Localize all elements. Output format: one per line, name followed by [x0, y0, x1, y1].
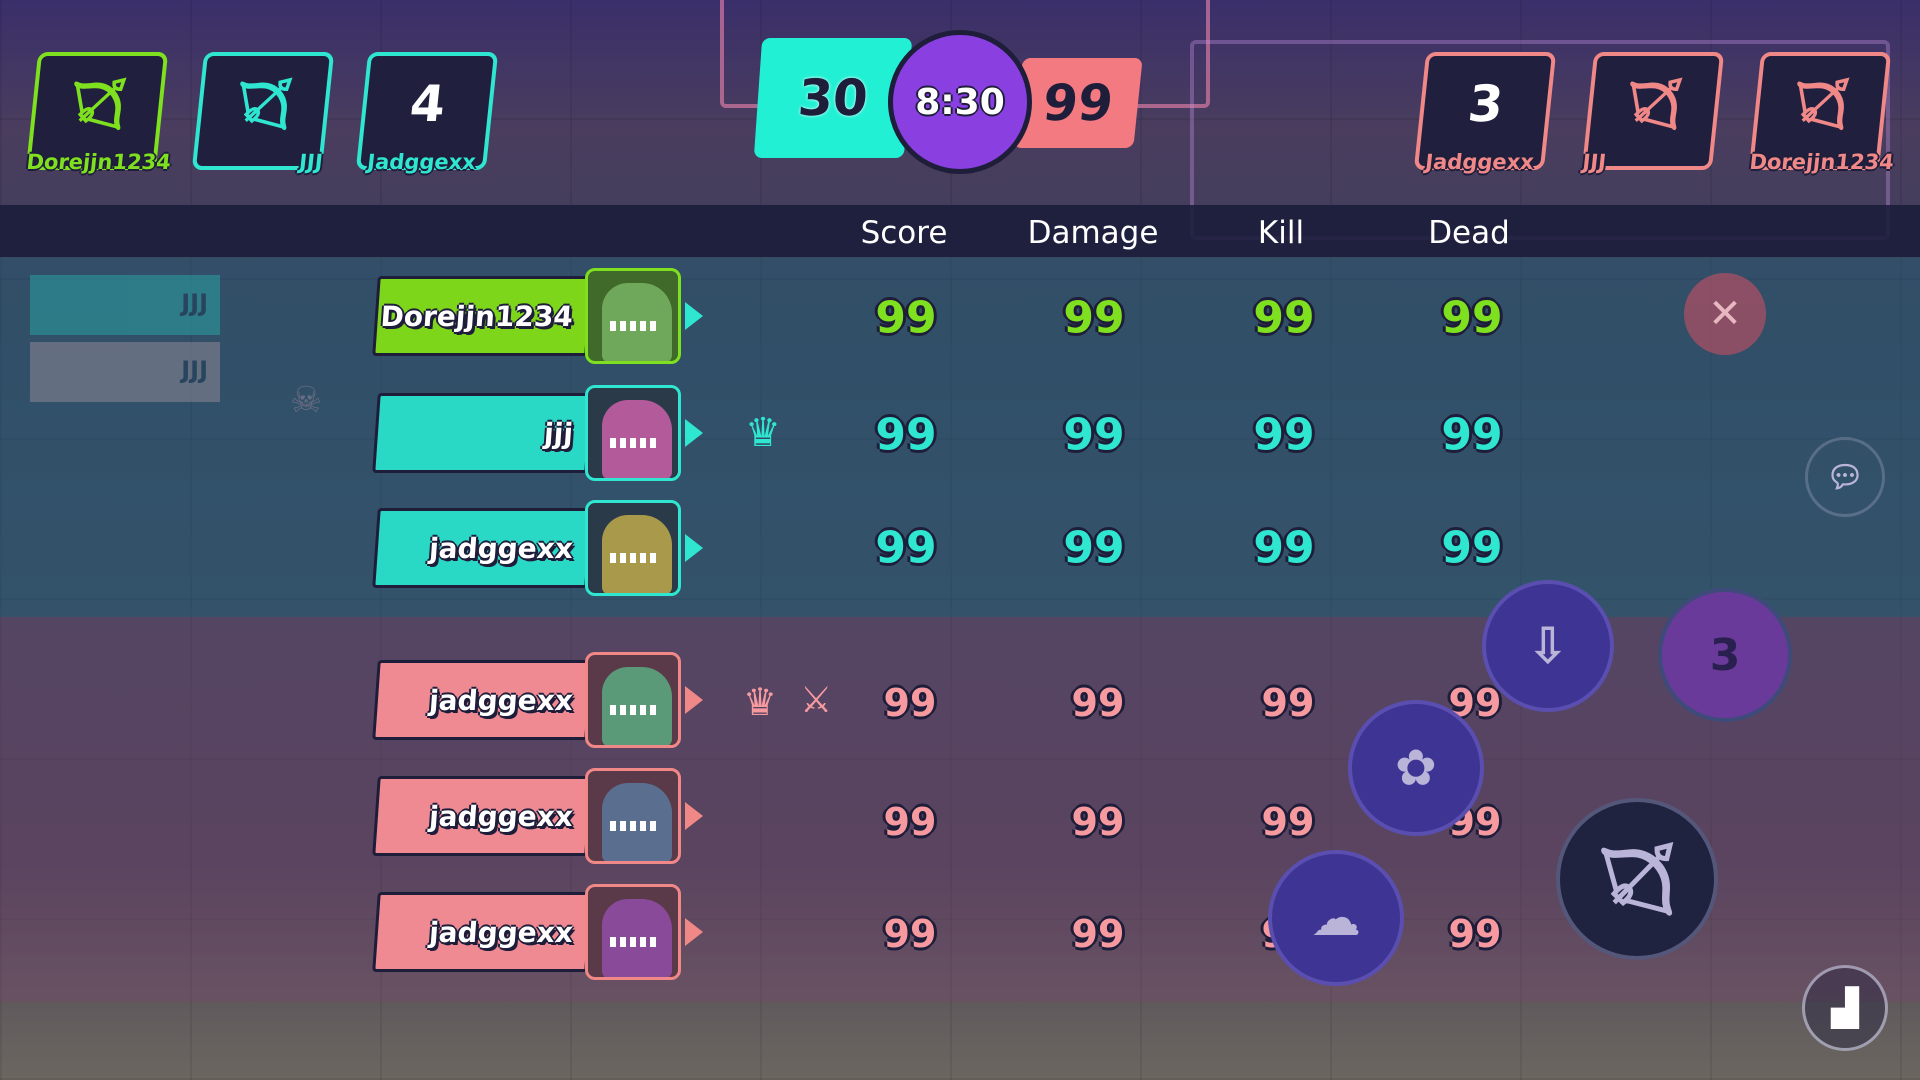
player-row[interactable]: jadggexx	[372, 500, 705, 596]
top-card-enemy: 3 Jadggexx	[1413, 52, 1557, 174]
stat-score: 99	[875, 409, 937, 461]
stat-damage: 99	[1063, 522, 1125, 574]
arrow-icon	[685, 686, 703, 714]
header-score: Score	[860, 215, 948, 251]
team-blue-section	[0, 257, 1920, 617]
stats-icon[interactable]: ▟	[1802, 965, 1888, 1051]
skill-charge-button[interactable]: 3	[1658, 588, 1792, 722]
avatar	[585, 768, 681, 864]
stat-score: 99	[875, 292, 937, 344]
skull-icon: ☠	[290, 380, 323, 421]
team-red-score: 99	[1013, 58, 1143, 148]
bow-icon: 🏹︎	[1785, 75, 1856, 133]
stat-damage: 99	[1071, 912, 1125, 956]
header-kill: Kill	[1257, 215, 1305, 251]
stat-kill: 99	[1261, 681, 1315, 725]
stat-score: 99	[883, 800, 937, 844]
stat-score: 99	[883, 912, 937, 956]
top-card-ally: 4 Jadggexx	[355, 52, 499, 174]
skill-icon[interactable]: ☁	[1268, 850, 1404, 986]
avatar	[585, 500, 681, 596]
stat-dead: 99	[1441, 522, 1503, 574]
avatar	[585, 268, 681, 364]
respawn-count: 3	[1465, 75, 1507, 133]
player-row[interactable]: jjj	[372, 385, 705, 481]
arrow-icon	[685, 302, 703, 330]
player-row[interactable]: jadggexx	[372, 768, 705, 864]
arrow-icon	[685, 534, 703, 562]
avatar	[585, 385, 681, 481]
stat-score: 99	[883, 681, 937, 725]
crown-icon: ♛	[743, 680, 778, 724]
chat-icon[interactable]: 💬︎	[1805, 437, 1885, 517]
stat-damage: 99	[1071, 681, 1125, 725]
stat-dead: 99	[1448, 912, 1502, 956]
top-card-enemy: 🏹︎ Dorejjn1234	[1748, 52, 1895, 174]
stat-score: 99	[875, 522, 937, 574]
ghost-list-item: JJJ	[30, 342, 220, 402]
bow-icon: 🏹︎	[1618, 75, 1689, 133]
player-row[interactable]: jadggexx	[372, 652, 705, 748]
top-card-ally: 🏹︎ JJJ	[191, 52, 335, 174]
stat-damage: 99	[1071, 800, 1125, 844]
player-row[interactable]: jadggexx	[372, 884, 705, 980]
crown-icon: ♛	[745, 410, 781, 456]
top-card-self: 🏹︎ Dorejjn1234	[25, 52, 172, 174]
stat-kill: 99	[1261, 800, 1315, 844]
player-row-self[interactable]: Dorejjn1234	[372, 268, 705, 364]
stat-kill: 99	[1253, 409, 1315, 461]
stat-dead: 99	[1441, 292, 1503, 344]
match-timer: 8:30	[888, 30, 1032, 174]
ghost-list-item: JJJ	[30, 275, 220, 335]
header-damage: Damage	[1027, 215, 1159, 251]
arrow-icon	[685, 419, 703, 447]
stat-kill: 99	[1253, 292, 1315, 344]
attack-bow-icon[interactable]: 🏹︎	[1556, 798, 1718, 960]
bow-icon: 🏹︎	[228, 75, 299, 133]
stat-dead: 99	[1441, 409, 1503, 461]
arrow-icon	[685, 918, 703, 946]
respawn-count: 4	[407, 75, 449, 133]
header-dead: Dead	[1428, 215, 1510, 251]
avatar	[585, 884, 681, 980]
stat-kill: 99	[1253, 522, 1315, 574]
crossed-swords-icon: ⚔	[800, 680, 833, 721]
top-card-enemy: 🏹︎ JJJ	[1581, 52, 1725, 174]
stat-damage: 99	[1063, 409, 1125, 461]
skill-drop-icon[interactable]: ⇩	[1482, 580, 1614, 712]
close-icon[interactable]: ✕	[1684, 273, 1766, 355]
avatar	[585, 652, 681, 748]
stat-damage: 99	[1063, 292, 1125, 344]
arrow-icon	[685, 802, 703, 830]
scoreboard-header: Score Damage Kill Dead	[0, 205, 1920, 257]
skill-icon[interactable]: ✿	[1348, 700, 1484, 836]
bow-icon: 🏹︎	[62, 75, 133, 133]
